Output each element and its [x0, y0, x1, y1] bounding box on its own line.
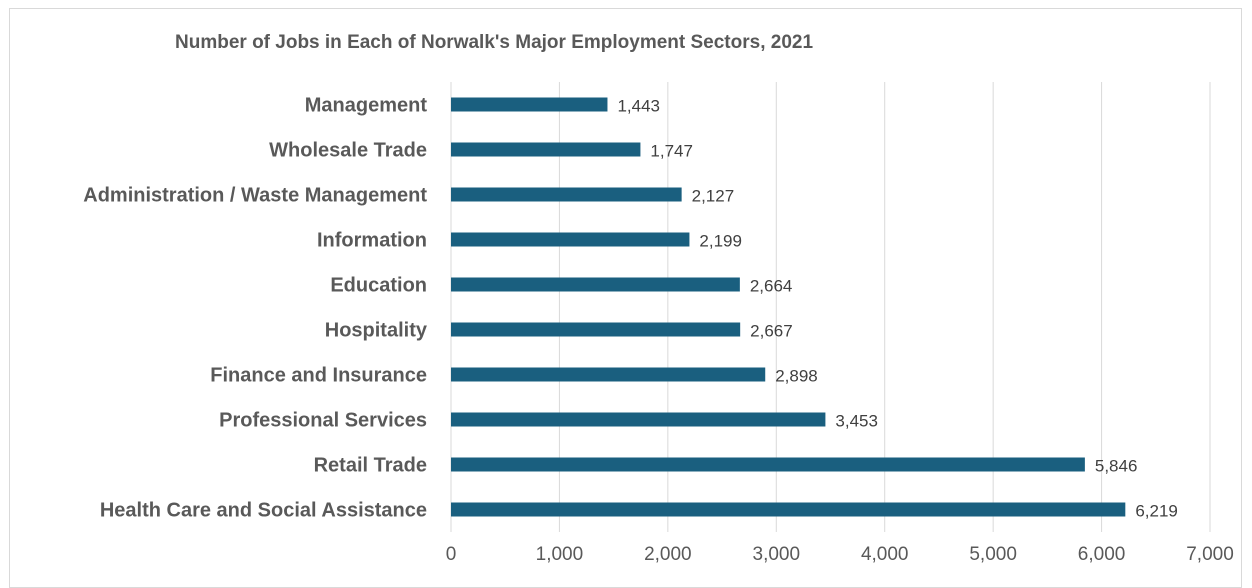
data-label: 2,664	[750, 277, 793, 296]
chart-frame	[9, 8, 1242, 588]
x-tick-label: 3,000	[753, 544, 801, 565]
x-axis-ticks: 0 1,000 2,000 3,000 4,000 5,000 6,000 7,000	[446, 544, 1234, 565]
category-label: Management	[305, 95, 428, 117]
bar	[451, 142, 641, 157]
bars	[451, 97, 1126, 517]
data-label: 6,219	[1135, 502, 1178, 521]
bar	[451, 457, 1085, 472]
chart-title: Number of Jobs in Each of Norwalk's Majo…	[175, 32, 814, 53]
category-label: Education	[330, 275, 427, 297]
x-tick-label: 5,000	[969, 544, 1017, 565]
x-tick-label: 0	[446, 544, 457, 565]
bar	[451, 367, 766, 382]
category-label: Information	[317, 230, 427, 252]
category-labels: Management Wholesale Trade Administration …	[83, 95, 428, 522]
gridlines	[450, 82, 1211, 532]
bar	[451, 232, 690, 247]
x-tick-label: 7,000	[1186, 544, 1234, 565]
data-labels: 1,443 1,747 2,127 2,199 2,664 2,667 2,898 3,453…	[617, 97, 1177, 521]
category-label: Hospitality	[325, 320, 428, 342]
x-tick-label: 6,000	[1078, 544, 1126, 565]
data-label: 1,443	[617, 97, 660, 116]
x-tick-label: 4,000	[861, 544, 909, 565]
data-label: 5,846	[1095, 457, 1138, 476]
category-label: Professional Services	[219, 410, 427, 432]
bar	[451, 187, 682, 202]
category-label: Health Care and Social Assistance	[100, 500, 427, 522]
data-label: 2,667	[750, 322, 793, 341]
bar	[451, 502, 1126, 517]
data-label: 3,453	[835, 412, 878, 431]
data-label: 2,127	[692, 187, 735, 206]
bar	[451, 412, 826, 427]
bar	[451, 322, 741, 337]
x-tick-label: 1,000	[536, 544, 584, 565]
category-label: Wholesale Trade	[269, 140, 427, 162]
data-label: 2,898	[775, 367, 818, 386]
data-label: 1,747	[650, 142, 693, 161]
category-label: Administration / Waste Management	[83, 185, 427, 207]
x-tick-label: 2,000	[644, 544, 692, 565]
data-label: 2,199	[699, 232, 742, 251]
bar	[451, 97, 608, 112]
category-label: Finance and Insurance	[210, 365, 427, 387]
category-label: Retail Trade	[314, 455, 427, 477]
bar	[451, 277, 740, 292]
